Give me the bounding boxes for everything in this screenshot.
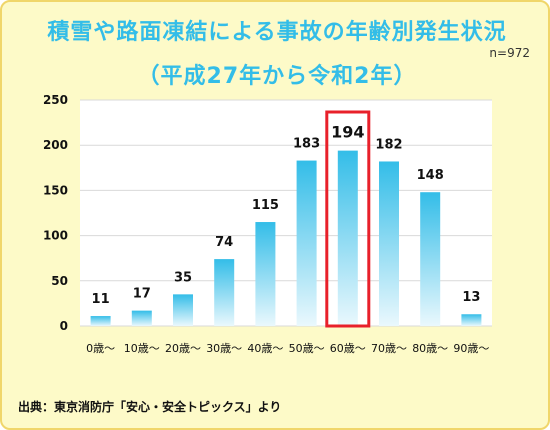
bar [379, 161, 399, 326]
y-tick-label: 100 [43, 229, 68, 243]
sample-size: n=972 [489, 46, 530, 60]
bars [90, 150, 482, 326]
bar [337, 150, 358, 326]
x-tick-label: 90歳〜 [453, 342, 489, 355]
y-tick-label: 250 [43, 93, 68, 107]
highlight-box [325, 110, 371, 328]
data-label: 35 [174, 270, 192, 285]
bar [420, 192, 441, 326]
x-tick-label: 30歳〜 [206, 342, 242, 355]
data-label: 194 [331, 123, 364, 142]
x-tick-label: 0歳〜 [86, 342, 115, 355]
bar [461, 314, 482, 326]
data-label: 182 [375, 137, 402, 152]
bar [214, 259, 235, 326]
data-label: 115 [252, 198, 279, 213]
bar [173, 294, 193, 326]
chart-subtitle: （平成27年から令和2年） [137, 64, 417, 89]
y-tick-label: 200 [43, 138, 68, 152]
bar [296, 160, 317, 326]
bar [90, 316, 111, 326]
data-label: 183 [293, 137, 320, 152]
bar [131, 310, 152, 326]
x-tick-label: 20歳〜 [165, 342, 201, 355]
x-tick-label: 40歳〜 [247, 342, 283, 355]
x-tick-label: 80歳〜 [412, 342, 448, 355]
y-tick-label: 0 [60, 319, 68, 333]
chart-title: 積雪や路面凍結による事故の年齢別発生状況 [47, 20, 507, 45]
x-tick-label: 10歳〜 [124, 342, 160, 355]
x-axis-ticks: 0歳〜 10歳〜 20歳〜 30歳〜 40歳〜 50歳〜 60歳〜 70歳〜 80歳〜 90歳〜 [86, 342, 489, 355]
x-tick-label: 70歳〜 [371, 342, 407, 355]
y-tick-label: 150 [43, 183, 68, 197]
data-label: 13 [462, 290, 480, 305]
data-labels: 11 17 35 74 115 183 194 182 148 13 [92, 123, 481, 307]
data-label: 11 [92, 292, 110, 307]
data-label: 148 [417, 168, 444, 183]
data-label: 17 [133, 287, 151, 302]
y-axis-ticks: 0 50 100 150 200 250 [43, 93, 68, 333]
x-tick-label: 60歳〜 [330, 342, 366, 355]
bar [255, 222, 276, 326]
data-label: 74 [215, 235, 233, 250]
y-tick-label: 50 [51, 274, 68, 288]
x-tick-label: 50歳〜 [289, 342, 325, 355]
source-note: 出典：東京消防庁「安心・安全トピックス」より [18, 400, 282, 414]
